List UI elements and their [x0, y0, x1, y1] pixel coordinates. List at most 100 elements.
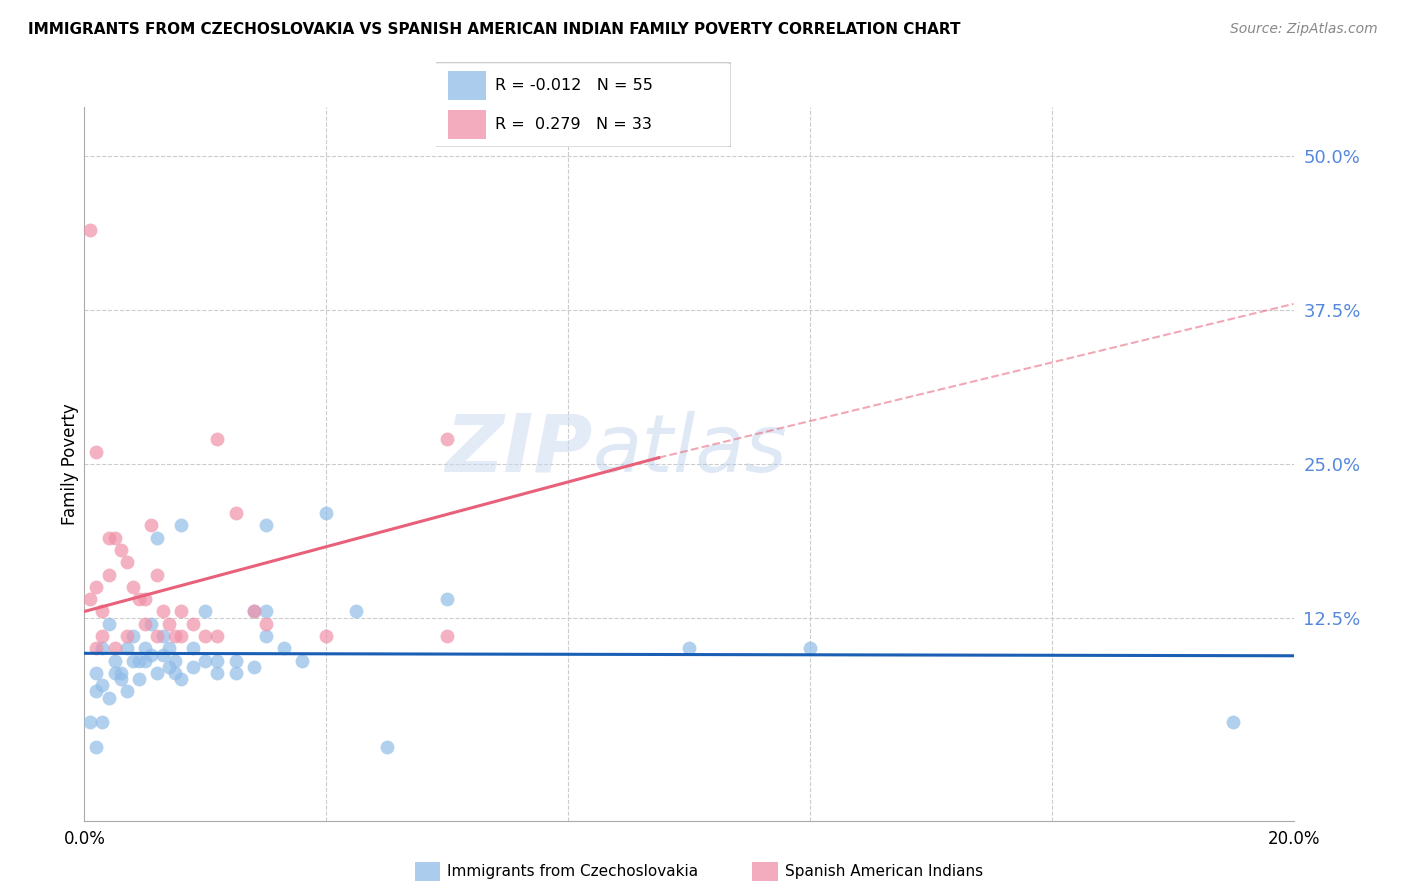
Point	[254, 629, 277, 643]
Point	[165, 629, 187, 643]
Point	[139, 518, 162, 533]
Point	[110, 672, 132, 686]
Point	[181, 660, 204, 674]
Text: atlas: atlas	[592, 410, 787, 489]
Point	[86, 580, 108, 594]
Point	[104, 665, 127, 680]
Point	[146, 567, 169, 582]
Point	[91, 715, 114, 730]
Point	[139, 648, 162, 662]
Point	[115, 555, 138, 569]
Point	[104, 641, 127, 656]
Point	[121, 580, 143, 594]
Point	[97, 567, 120, 582]
Point	[1222, 715, 1244, 730]
Point	[115, 641, 138, 656]
Point	[86, 684, 108, 698]
Text: R = -0.012   N = 55: R = -0.012 N = 55	[495, 78, 652, 93]
Point	[134, 592, 156, 607]
Point	[79, 223, 101, 237]
Point	[134, 641, 156, 656]
Point	[152, 605, 174, 619]
Point	[242, 605, 264, 619]
Point	[110, 665, 132, 680]
Point	[225, 654, 247, 668]
Point	[97, 690, 120, 705]
Point	[315, 506, 337, 520]
Point	[146, 531, 169, 545]
Point	[242, 660, 264, 674]
Point	[91, 641, 114, 656]
Point	[86, 444, 108, 458]
Text: ZIP: ZIP	[444, 410, 592, 489]
Point	[134, 654, 156, 668]
Point	[194, 605, 217, 619]
Bar	[447, 71, 486, 100]
Point	[110, 543, 132, 558]
Point	[254, 605, 277, 619]
Point	[97, 616, 120, 631]
Point	[254, 616, 277, 631]
Point	[128, 672, 150, 686]
Point	[104, 531, 127, 545]
Point	[79, 715, 101, 730]
Point	[678, 641, 700, 656]
Point	[165, 654, 187, 668]
Point	[121, 654, 143, 668]
Y-axis label: Family Poverty: Family Poverty	[60, 403, 79, 524]
Point	[207, 629, 229, 643]
Point	[242, 605, 264, 619]
Point	[225, 665, 247, 680]
Point	[194, 654, 217, 668]
Point	[181, 616, 204, 631]
Point	[207, 654, 229, 668]
Point	[799, 641, 821, 656]
Point	[375, 739, 398, 754]
Point	[291, 654, 314, 668]
Point	[97, 531, 120, 545]
Point	[146, 629, 169, 643]
Point	[207, 432, 229, 446]
Point	[170, 605, 193, 619]
Point	[139, 616, 162, 631]
Point	[181, 641, 204, 656]
Point	[91, 678, 114, 692]
Point	[146, 665, 169, 680]
Point	[128, 592, 150, 607]
Text: IMMIGRANTS FROM CZECHOSLOVAKIA VS SPANISH AMERICAN INDIAN FAMILY POVERTY CORRELA: IMMIGRANTS FROM CZECHOSLOVAKIA VS SPANIS…	[28, 22, 960, 37]
Point	[315, 629, 337, 643]
Point	[273, 641, 295, 656]
Point	[157, 616, 180, 631]
Point	[152, 648, 174, 662]
Point	[157, 641, 180, 656]
Point	[207, 665, 229, 680]
Point	[86, 641, 108, 656]
Point	[128, 654, 150, 668]
Point	[346, 605, 368, 619]
Point	[170, 629, 193, 643]
Point	[225, 506, 247, 520]
Point	[165, 665, 187, 680]
Point	[91, 605, 114, 619]
Point	[91, 629, 114, 643]
Point	[104, 654, 127, 668]
Text: Immigrants from Czechoslovakia: Immigrants from Czechoslovakia	[447, 864, 699, 879]
Point	[115, 629, 138, 643]
Point	[134, 616, 156, 631]
Point	[170, 518, 193, 533]
Point	[254, 518, 277, 533]
Text: R =  0.279   N = 33: R = 0.279 N = 33	[495, 117, 652, 132]
Point	[436, 629, 458, 643]
FancyBboxPatch shape	[433, 62, 731, 147]
Point	[436, 592, 458, 607]
Point	[86, 739, 108, 754]
Point	[436, 432, 458, 446]
Point	[194, 629, 217, 643]
Point	[115, 684, 138, 698]
Point	[86, 665, 108, 680]
Point	[152, 629, 174, 643]
Bar	[447, 110, 486, 139]
Text: Source: ZipAtlas.com: Source: ZipAtlas.com	[1230, 22, 1378, 37]
Point	[79, 592, 101, 607]
Text: Spanish American Indians: Spanish American Indians	[785, 864, 983, 879]
